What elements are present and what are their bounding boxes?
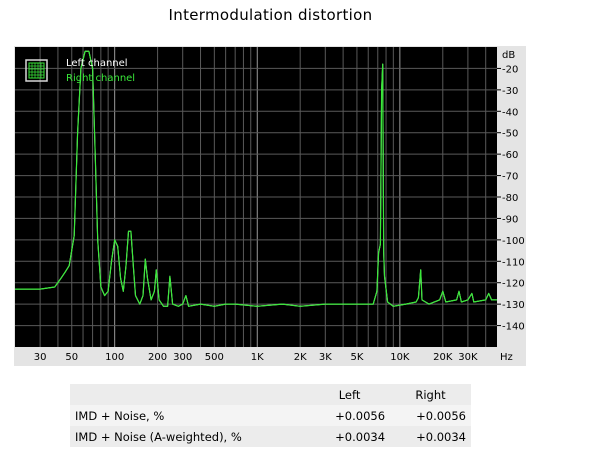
y-tick-label: -110 [502, 257, 525, 268]
legend-icon [25, 59, 48, 82]
y-tick-label: -100 [502, 236, 525, 247]
y-tick-label: -90 [502, 214, 518, 225]
chart-title: Intermodulation distortion [168, 6, 373, 24]
row-right-value: +0.0056 [390, 405, 471, 426]
y-tick-label: -60 [502, 150, 518, 161]
y-tick-label: -70 [502, 172, 518, 183]
x-tick-labels: 30 50 100 200 300 500 1K 2K 3K 5K 10K 20K 30K [34, 352, 478, 363]
row-left-value: +0.0056 [309, 405, 391, 426]
y-tick-label: -130 [502, 300, 525, 311]
table-row: IMD + Noise, % +0.0056 +0.0056 [70, 405, 471, 426]
row-label: IMD + Noise, % [70, 405, 310, 426]
x-tick-label: 500 [205, 352, 224, 363]
y-tick-label: -30 [502, 86, 518, 97]
x-tick-label: 1K [251, 352, 264, 363]
series-lines [15, 50, 497, 307]
y-tick-label: -40 [502, 107, 518, 118]
x-tick-label: 30K [458, 352, 478, 363]
y-tick-label: -50 [502, 129, 518, 140]
results-header-row: Left Right [70, 384, 471, 405]
y-tick-label: -20 [502, 64, 518, 75]
y-tick-labels: -20 -30 -40 -50 -60 -70 -80 -90 -100 -110 -120 -130… [497, 64, 525, 333]
x-tick-label: 50 [65, 352, 78, 363]
y-tick-label: -140 [502, 322, 525, 333]
results-header-right: Right [390, 384, 471, 405]
x-tick-label: 10K [390, 352, 410, 363]
row-left-value: +0.0034 [309, 426, 391, 447]
y-tick-label: -120 [502, 279, 525, 290]
results-table: Left Right IMD + Noise, % +0.0056 +0.005… [70, 384, 471, 447]
x-tick-label: 200 [148, 352, 167, 363]
x-tick-label: 100 [105, 352, 124, 363]
legend: Left channel Right channel [25, 58, 135, 84]
y-tick-label: -80 [502, 193, 518, 204]
y-unit-label: dB [502, 50, 515, 61]
x-tick-label: 3K [319, 352, 332, 363]
x-tick-label: 5K [350, 352, 363, 363]
imd-chart: 30 50 100 200 300 500 1K 2K 3K 5K 10K 20K 30K -20 -30… [14, 46, 526, 366]
x-unit-label: Hz [500, 352, 513, 363]
legend-left-channel: Left channel [66, 58, 128, 69]
results-header-left: Left [309, 384, 391, 405]
grid [15, 47, 497, 347]
table-row: IMD + Noise (A-weighted), % +0.0034 +0.0… [70, 426, 471, 447]
x-tick-label: 2K [294, 352, 307, 363]
legend-right-channel: Right channel [66, 73, 135, 84]
x-tick-label: 300 [173, 352, 192, 363]
results-header-blank [70, 384, 310, 405]
series-line-right [15, 50, 497, 307]
row-label: IMD + Noise (A-weighted), % [70, 426, 310, 447]
x-tick-label: 30 [34, 352, 47, 363]
x-tick-label: 20K [433, 352, 453, 363]
row-right-value: +0.0034 [390, 426, 471, 447]
